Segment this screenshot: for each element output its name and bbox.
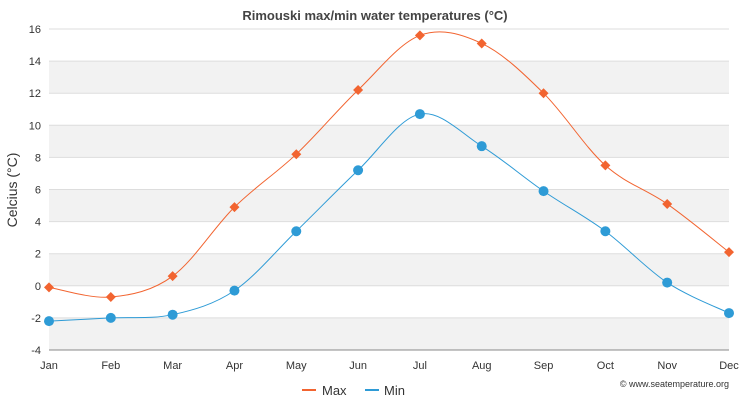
y-tick-label: 14 — [29, 56, 41, 68]
y-tick-label: 16 — [29, 24, 41, 36]
data-point-min[interactable] — [229, 285, 240, 296]
x-tick-label: Mar — [163, 360, 182, 372]
chart-title: Rimouski max/min water temperatures (°C) — [242, 8, 507, 23]
legend-item-min[interactable]: Min — [365, 383, 405, 398]
legend-item-max[interactable]: Max — [302, 383, 347, 398]
data-point-max[interactable] — [291, 149, 302, 160]
data-point-max[interactable] — [353, 84, 364, 95]
credit-text[interactable]: © www.seatemperature.org — [620, 379, 729, 389]
data-point-max[interactable] — [105, 292, 116, 303]
y-tick-label: 10 — [29, 120, 41, 132]
data-point-min[interactable] — [44, 316, 54, 327]
data-point-max[interactable] — [229, 202, 240, 213]
data-point-min[interactable] — [291, 226, 302, 237]
y-tick-labels: -4 -2 0 2 4 6 8 10 12 14 16 — [29, 24, 41, 357]
data-point-max[interactable] — [724, 247, 734, 258]
legend-min-label: Min — [384, 383, 405, 398]
x-tick-labels: Jan Feb Mar Apr May Jun Jul Aug Sep Oct Nov Dec — [40, 360, 739, 372]
x-tick-label: Feb — [101, 360, 120, 372]
y-tick-label: 0 — [35, 281, 41, 293]
data-point-min[interactable] — [105, 312, 116, 323]
x-tick-label: Jul — [413, 360, 427, 372]
legend: Max Min — [302, 383, 405, 398]
x-tick-label: Oct — [597, 360, 614, 372]
y-tick-label: -2 — [31, 313, 41, 325]
data-point-min[interactable] — [600, 226, 611, 237]
series-markers — [44, 30, 734, 327]
plot-bands — [49, 61, 729, 350]
plot-band — [49, 61, 729, 94]
plot-band — [49, 253, 729, 286]
data-point-max[interactable] — [414, 30, 425, 41]
data-point-min[interactable] — [414, 109, 425, 120]
y-tick-label: 4 — [35, 217, 41, 229]
data-point-min[interactable] — [476, 141, 487, 152]
data-point-max[interactable] — [600, 160, 611, 171]
x-tick-label: May — [286, 360, 307, 372]
legend-max-label: Max — [322, 383, 347, 398]
plot-band — [49, 125, 729, 158]
x-tick-label: Nov — [657, 360, 677, 372]
data-point-min[interactable] — [353, 165, 364, 176]
gridlines — [49, 28, 729, 351]
y-tick-label: -4 — [31, 345, 41, 357]
data-point-max[interactable] — [44, 282, 54, 293]
x-tick-label: Sep — [534, 360, 554, 372]
y-axis-label: Celcius (°C) — [4, 153, 20, 228]
data-point-min[interactable] — [662, 277, 673, 288]
x-tick-label: Apr — [226, 360, 243, 372]
y-tick-label: 12 — [29, 88, 41, 100]
y-tick-label: 2 — [35, 249, 41, 261]
plot-band — [49, 317, 729, 350]
y-tick-label: 6 — [35, 185, 41, 197]
data-point-max[interactable] — [662, 198, 673, 209]
x-tick-label: Jan — [40, 360, 58, 372]
data-point-max[interactable] — [167, 271, 178, 282]
data-point-max[interactable] — [538, 88, 549, 99]
data-point-min[interactable] — [538, 186, 549, 197]
y-tick-label: 8 — [35, 152, 41, 164]
data-point-min[interactable] — [167, 309, 178, 320]
x-tick-label: Aug — [472, 360, 492, 372]
data-point-max[interactable] — [476, 38, 487, 49]
x-tick-label: Dec — [719, 360, 739, 372]
x-tick-label: Jun — [349, 360, 367, 372]
data-point-min[interactable] — [724, 308, 734, 319]
plot-band — [49, 189, 729, 222]
